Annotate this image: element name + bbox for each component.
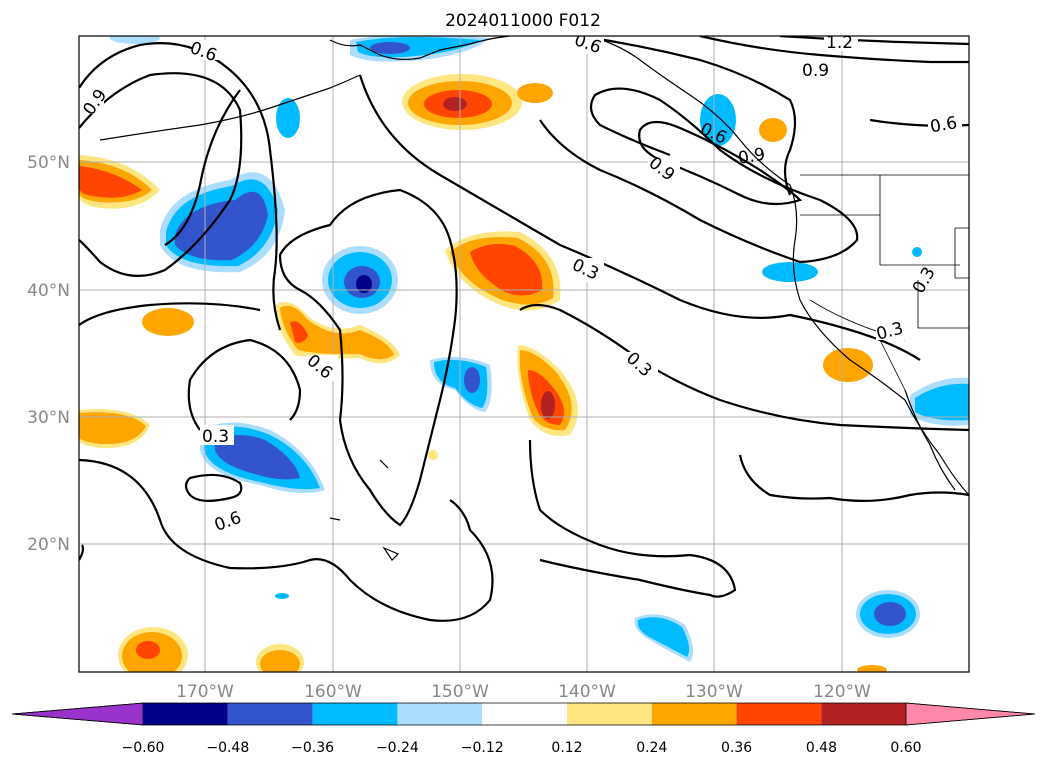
- neg-anomaly-blob: [110, 36, 160, 44]
- neg-anomaly-blob: [275, 593, 289, 599]
- colorbar-tick-label: 0.60: [890, 740, 921, 756]
- map-title: 2024011000 F012: [445, 11, 601, 31]
- neg-anomaly-blob: [634, 614, 694, 662]
- colorbar-tick-label: −0.60: [122, 740, 165, 756]
- map-frame: [78, 35, 970, 673]
- pos-anomaly-blob: [402, 74, 522, 130]
- colorbar-tick-label: −0.36: [291, 740, 334, 756]
- colorbar-segment: [312, 703, 398, 725]
- pos-anomaly-blob: [142, 308, 194, 336]
- contour-label: 0.9: [737, 145, 767, 169]
- colorbar-segment: [227, 703, 313, 725]
- colorbar-ticks: −0.60 −0.48 −0.36 −0.24 −0.12 0.12 0.24 …: [122, 740, 922, 756]
- neg-anomaly-blob: [276, 98, 300, 138]
- colorbar-tick-label: 0.24: [636, 740, 667, 756]
- colorbar-tick-label: −0.24: [376, 740, 419, 756]
- pos-anomaly-blob: [759, 118, 787, 142]
- contour-label: 0.3: [909, 264, 940, 297]
- lat-label: 30°N: [27, 408, 70, 428]
- pos-anomaly-blob: [517, 83, 553, 103]
- coastlines: [99, 36, 969, 561]
- pos-anomaly-blob: [275, 301, 400, 364]
- neg-anomaly-blob: [912, 247, 922, 257]
- pos-anomaly-blob: [118, 627, 188, 672]
- pos-anomaly-blob: [79, 409, 150, 449]
- map-panel: 0.6 0.9 1.2 0.9 0.6 0.6 0.9 0.6 0.3 0.3 …: [78, 33, 970, 673]
- colorbar-segment: [143, 703, 228, 725]
- pos-anomaly-blob: [445, 231, 561, 311]
- neg-anomaly-blob: [856, 590, 920, 638]
- colorbar-segment: [11, 702, 144, 726]
- contour-label: 1.2: [826, 33, 853, 53]
- colorbar-segment: [905, 702, 1036, 726]
- gridlines: [79, 36, 969, 672]
- contour-label: 0.6: [929, 113, 959, 137]
- lon-label: 160°W: [304, 682, 362, 702]
- anomaly-shading: [79, 36, 969, 672]
- pos-anomaly-blob: [823, 348, 873, 382]
- colorbar-outline: [11, 702, 1036, 726]
- lon-label: 140°W: [558, 682, 616, 702]
- colorbar-tick-label: −0.48: [206, 740, 249, 756]
- colorbar: −0.60 −0.48 −0.36 −0.24 −0.12 0.12 0.24 …: [11, 702, 1036, 756]
- colorbar-segment: [397, 703, 483, 725]
- colorbar-segment: [482, 703, 567, 725]
- neg-anomaly-blob: [700, 94, 736, 146]
- pos-anomaly-blob: [517, 345, 578, 436]
- lon-label: 120°W: [813, 682, 871, 702]
- contour-label: 0.9: [802, 61, 829, 81]
- lon-label: 170°W: [176, 682, 234, 702]
- neg-anomaly-blob: [762, 262, 818, 282]
- colorbar-tick-label: −0.12: [461, 740, 504, 756]
- neg-anomaly-blob: [160, 172, 285, 273]
- pos-anomaly-blob: [79, 155, 160, 209]
- colorbar-tick-label: 0.12: [551, 740, 582, 756]
- lat-label: 40°N: [27, 281, 70, 301]
- contour-labels: 0.6 0.9 1.2 0.9 0.6 0.6 0.9 0.6 0.3 0.3 …: [79, 33, 962, 536]
- colorbar-segment: [651, 703, 737, 725]
- colorbar-segment: [567, 703, 652, 725]
- pos-anomaly-blob: [256, 644, 304, 672]
- lon-label: 130°W: [685, 682, 743, 702]
- pos-anomaly-blob: [428, 450, 438, 460]
- contour-lines: [79, 36, 969, 622]
- latitude-labels: 50°N 40°N 30°N 20°N: [27, 153, 70, 555]
- colorbar-tick-label: 0.48: [806, 740, 837, 756]
- neg-anomaly-blob: [910, 377, 969, 426]
- colorbar-segment: [736, 703, 822, 725]
- colorbar-tick-label: 0.36: [721, 740, 752, 756]
- contour-label: 0.3: [202, 427, 229, 447]
- longitude-labels: 170°W 160°W 150°W 140°W 130°W 120°W: [176, 682, 871, 702]
- lat-label: 20°N: [27, 535, 70, 555]
- colorbar-segment: [821, 703, 906, 725]
- lon-label: 150°W: [431, 682, 489, 702]
- lat-label: 50°N: [27, 153, 70, 173]
- neg-anomaly-blob: [350, 36, 490, 62]
- pos-anomaly-blob: [857, 665, 887, 672]
